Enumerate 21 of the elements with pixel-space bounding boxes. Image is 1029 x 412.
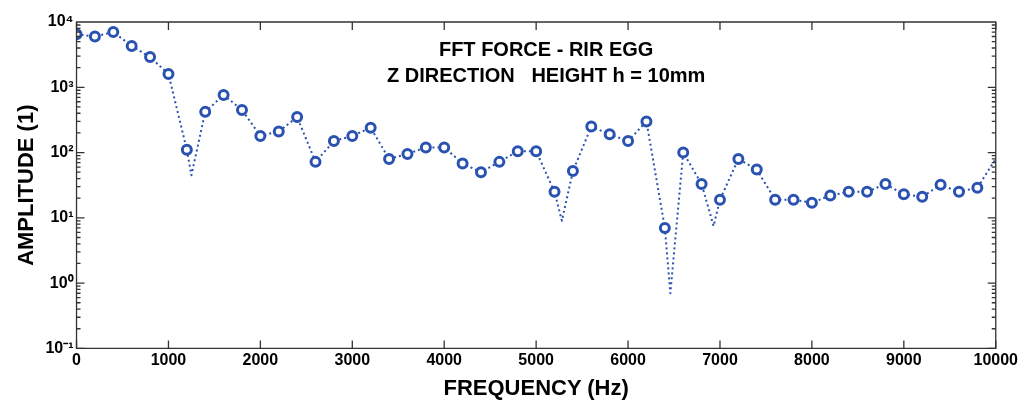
- x-tick-label: 4000: [426, 351, 463, 369]
- x-tick-label: 3000: [334, 351, 371, 369]
- x-tick-label: 9000: [886, 351, 922, 369]
- y-tick-label: 10²: [50, 142, 74, 160]
- x-tick-label: 8000: [794, 351, 830, 369]
- x-tick-label: 10000: [973, 351, 1019, 369]
- y-tick-label: 10⁻¹: [45, 338, 74, 356]
- x-tick-label: 7000: [702, 351, 738, 369]
- y-tick-label: 10⁰: [49, 273, 74, 291]
- x-axis-title: FREQUENCY (Hz): [443, 374, 629, 400]
- y-tick-label: 10³: [50, 77, 74, 95]
- text: FFT FORCE - RIR EGG: [438, 37, 654, 60]
- y-axis-title: AMPLITUDE (1): [13, 104, 39, 266]
- y-tick-label: 10⁴: [47, 12, 74, 30]
- x-tick-label: 6000: [610, 351, 646, 369]
- x-tick-label: 5000: [518, 351, 555, 369]
- x-tick-label: 0: [72, 351, 82, 369]
- y-tick-label: 10¹: [50, 208, 74, 226]
- text: Z DIRECTION HEIGHT h = 10mm: [386, 63, 706, 86]
- x-tick-label: 2000: [242, 351, 279, 369]
- x-tick-label: 1000: [150, 351, 187, 369]
